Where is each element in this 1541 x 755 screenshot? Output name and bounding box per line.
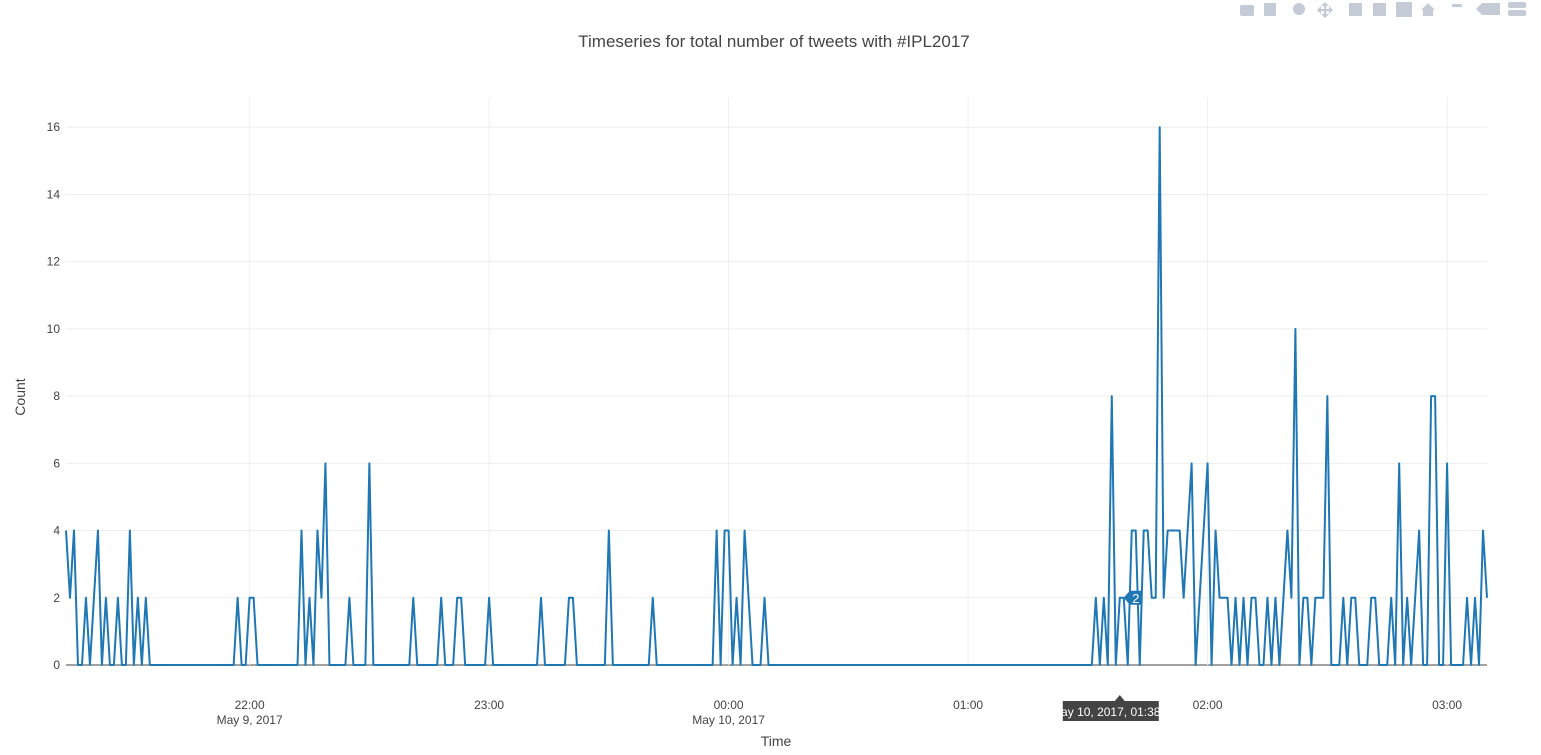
x-axis-title: Time: [761, 733, 792, 749]
y-axis-title: Count: [12, 378, 28, 415]
hover-closest-button[interactable]: [1476, 3, 1500, 15]
camera-button[interactable]: [1240, 5, 1254, 16]
zoom-out-button[interactable]: [1373, 3, 1386, 16]
hover-compare-button[interactable]: [1508, 2, 1526, 8]
y-tick-label: 10: [47, 322, 61, 336]
save-button[interactable]: [1264, 3, 1276, 16]
spike-button[interactable]: [1452, 4, 1462, 7]
autoscale-button[interactable]: [1396, 2, 1412, 17]
hover-compare-button[interactable]: [1508, 10, 1526, 16]
x-tick-label: 22:00: [235, 698, 265, 712]
zoom-in-button[interactable]: [1349, 3, 1362, 16]
y-tick-label: 6: [53, 456, 60, 470]
y-tick-label: 4: [53, 524, 60, 538]
x-tick-label: 01:00: [953, 698, 983, 712]
y-tick-label: 12: [47, 255, 61, 269]
x-tick-date-label: May 10, 2017: [692, 713, 765, 727]
y-tick-label: 2: [53, 591, 60, 605]
x-tick-label: 02:00: [1193, 698, 1223, 712]
hover-y-box: [1123, 590, 1142, 605]
hover-x-box: [1062, 695, 1159, 721]
y-tick-label: 8: [53, 389, 60, 403]
x-tick-label: 00:00: [714, 698, 744, 712]
pan-button[interactable]: [1317, 2, 1333, 18]
y-tick-label: 16: [47, 120, 61, 134]
y-tick-label: 0: [53, 658, 60, 672]
x-tick-label: 23:00: [474, 698, 504, 712]
plot-area: [65, 126, 1488, 666]
hover-labels: May 10, 2017, 01:38 2: [1051, 590, 1161, 721]
reset-button[interactable]: [1421, 3, 1435, 16]
hover-y-label: 2: [1132, 591, 1139, 606]
modebar: [1240, 2, 1526, 18]
x-tick-label: 03:00: [1432, 698, 1462, 712]
x-tick-date-label: May 9, 2017: [217, 713, 283, 727]
zoom-button[interactable]: [1293, 3, 1305, 15]
series-line: [65, 126, 1488, 666]
hover-x-label: May 10, 2017, 01:38: [1051, 705, 1161, 719]
y-tick-label: 14: [47, 187, 61, 201]
chart-title: Timeseries for total number of tweets wi…: [578, 32, 970, 51]
